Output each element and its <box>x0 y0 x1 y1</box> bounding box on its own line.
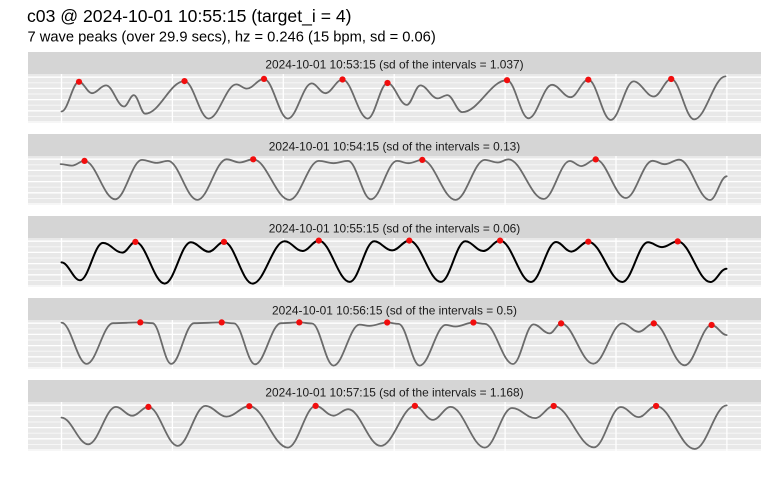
svg-text:2024-10-01 10:55:15 (sd of the: 2024-10-01 10:55:15 (sd of the intervals… <box>269 221 521 235</box>
svg-text:c03 @ 2024-10-01 10:55:15 (tar: c03 @ 2024-10-01 10:55:15 (target_i = 4) <box>27 6 352 27</box>
svg-text:2024-10-01 10:54:15 (sd of the: 2024-10-01 10:54:15 (sd of the intervals… <box>269 139 521 153</box>
svg-text:2024-10-01 10:57:15 (sd of the: 2024-10-01 10:57:15 (sd of the intervals… <box>265 385 523 399</box>
svg-text:7 wave peaks (over 29.9 secs),: 7 wave peaks (over 29.9 secs), hz = 0.24… <box>28 30 436 46</box>
svg-text:2024-10-01 10:53:15 (sd of the: 2024-10-01 10:53:15 (sd of the intervals… <box>265 57 523 71</box>
svg-text:2024-10-01 10:56:15 (sd of the: 2024-10-01 10:56:15 (sd of the intervals… <box>272 303 517 317</box>
